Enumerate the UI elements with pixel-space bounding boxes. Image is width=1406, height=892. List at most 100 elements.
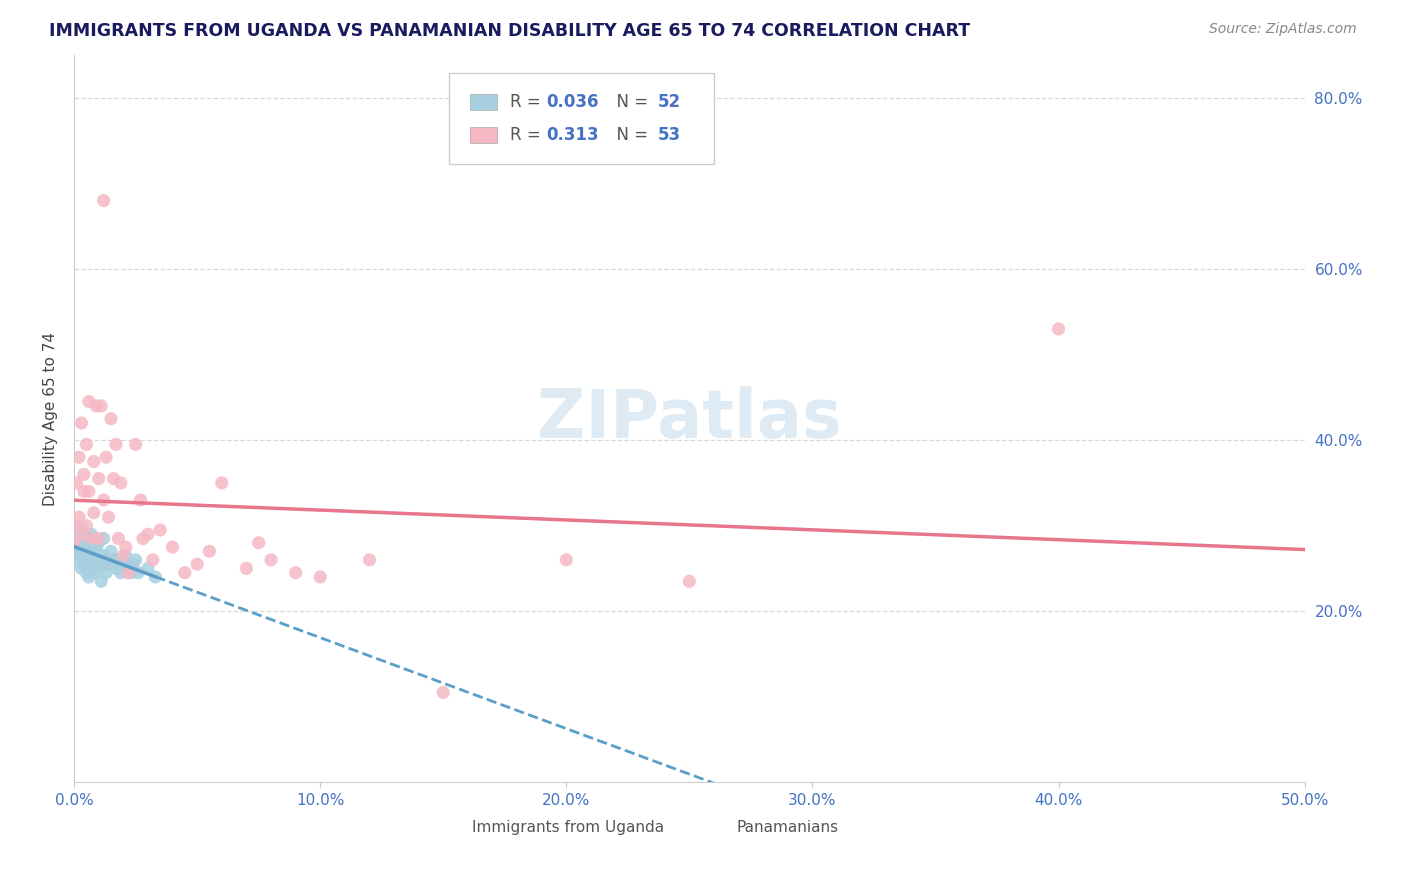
Point bbox=[211, 475, 233, 490]
Point bbox=[90, 399, 112, 413]
Point bbox=[80, 540, 103, 554]
Point bbox=[83, 549, 105, 563]
Point bbox=[555, 553, 578, 567]
Point bbox=[142, 553, 165, 567]
Point bbox=[117, 566, 139, 580]
Text: Source: ZipAtlas.com: Source: ZipAtlas.com bbox=[1209, 22, 1357, 37]
Point bbox=[73, 540, 96, 554]
Point bbox=[84, 557, 107, 571]
Point bbox=[70, 523, 93, 537]
Text: 0.036: 0.036 bbox=[547, 94, 599, 112]
Point bbox=[124, 437, 146, 451]
Point bbox=[75, 535, 97, 549]
Point bbox=[75, 566, 97, 580]
Point bbox=[103, 553, 125, 567]
Point bbox=[65, 518, 87, 533]
Point bbox=[70, 416, 93, 430]
Point bbox=[247, 535, 270, 549]
Point bbox=[83, 535, 105, 549]
Point bbox=[93, 493, 115, 508]
Point bbox=[77, 484, 100, 499]
Text: 0.313: 0.313 bbox=[547, 126, 599, 145]
Point bbox=[70, 535, 93, 549]
Point bbox=[87, 535, 110, 549]
Point bbox=[107, 553, 129, 567]
Point bbox=[67, 510, 90, 524]
Point bbox=[112, 549, 135, 563]
Point bbox=[104, 437, 127, 451]
Point bbox=[77, 532, 100, 546]
Point bbox=[235, 561, 257, 575]
Point bbox=[80, 527, 103, 541]
Y-axis label: Disability Age 65 to 74: Disability Age 65 to 74 bbox=[44, 332, 58, 506]
Point bbox=[100, 557, 122, 571]
FancyBboxPatch shape bbox=[471, 95, 498, 111]
Point bbox=[87, 561, 110, 575]
Point bbox=[120, 566, 142, 580]
Point bbox=[260, 553, 283, 567]
Point bbox=[132, 532, 155, 546]
Text: 52: 52 bbox=[658, 94, 681, 112]
Point bbox=[67, 540, 90, 554]
Point bbox=[284, 566, 307, 580]
Point bbox=[136, 561, 159, 575]
Point bbox=[84, 399, 107, 413]
Point bbox=[73, 467, 96, 482]
Point bbox=[77, 553, 100, 567]
Point bbox=[112, 557, 135, 571]
Point bbox=[65, 475, 87, 490]
Text: N =: N = bbox=[606, 94, 652, 112]
Point bbox=[73, 557, 96, 571]
Point bbox=[97, 510, 120, 524]
Point bbox=[63, 523, 86, 537]
Point bbox=[186, 557, 208, 571]
Point bbox=[359, 553, 381, 567]
Text: 53: 53 bbox=[658, 126, 681, 145]
FancyBboxPatch shape bbox=[471, 128, 498, 143]
Point bbox=[117, 557, 139, 571]
Point bbox=[83, 454, 105, 468]
Point bbox=[107, 532, 129, 546]
Point bbox=[83, 566, 105, 580]
Point bbox=[149, 523, 172, 537]
Point bbox=[122, 557, 145, 571]
Point bbox=[100, 411, 122, 425]
Point bbox=[67, 549, 90, 563]
Point bbox=[70, 544, 93, 558]
Point bbox=[103, 472, 125, 486]
Point bbox=[77, 394, 100, 409]
Point bbox=[63, 535, 86, 549]
Point bbox=[87, 472, 110, 486]
Point bbox=[75, 518, 97, 533]
Point bbox=[127, 566, 149, 580]
Point bbox=[124, 553, 146, 567]
Point bbox=[114, 540, 136, 554]
Point bbox=[114, 549, 136, 563]
Point bbox=[90, 574, 112, 589]
Point bbox=[65, 518, 87, 533]
Point bbox=[173, 566, 195, 580]
Point bbox=[93, 532, 115, 546]
Point bbox=[100, 544, 122, 558]
Point bbox=[77, 570, 100, 584]
Point bbox=[87, 532, 110, 546]
Point bbox=[104, 561, 127, 575]
Point bbox=[70, 527, 93, 541]
Point bbox=[75, 437, 97, 451]
Point bbox=[80, 557, 103, 571]
Text: ZIPatlas: ZIPatlas bbox=[537, 385, 842, 451]
Point bbox=[94, 553, 117, 567]
Point bbox=[93, 194, 115, 208]
Point bbox=[1047, 322, 1070, 336]
Point bbox=[83, 506, 105, 520]
Point bbox=[65, 553, 87, 567]
Point bbox=[143, 570, 166, 584]
Point bbox=[198, 544, 221, 558]
Point bbox=[162, 540, 184, 554]
Text: IMMIGRANTS FROM UGANDA VS PANAMANIAN DISABILITY AGE 65 TO 74 CORRELATION CHART: IMMIGRANTS FROM UGANDA VS PANAMANIAN DIS… bbox=[49, 22, 970, 40]
Point bbox=[678, 574, 700, 589]
Text: Immigrants from Uganda: Immigrants from Uganda bbox=[471, 820, 664, 835]
Text: R =: R = bbox=[510, 126, 546, 145]
Point bbox=[309, 570, 332, 584]
Text: R =: R = bbox=[510, 94, 546, 112]
